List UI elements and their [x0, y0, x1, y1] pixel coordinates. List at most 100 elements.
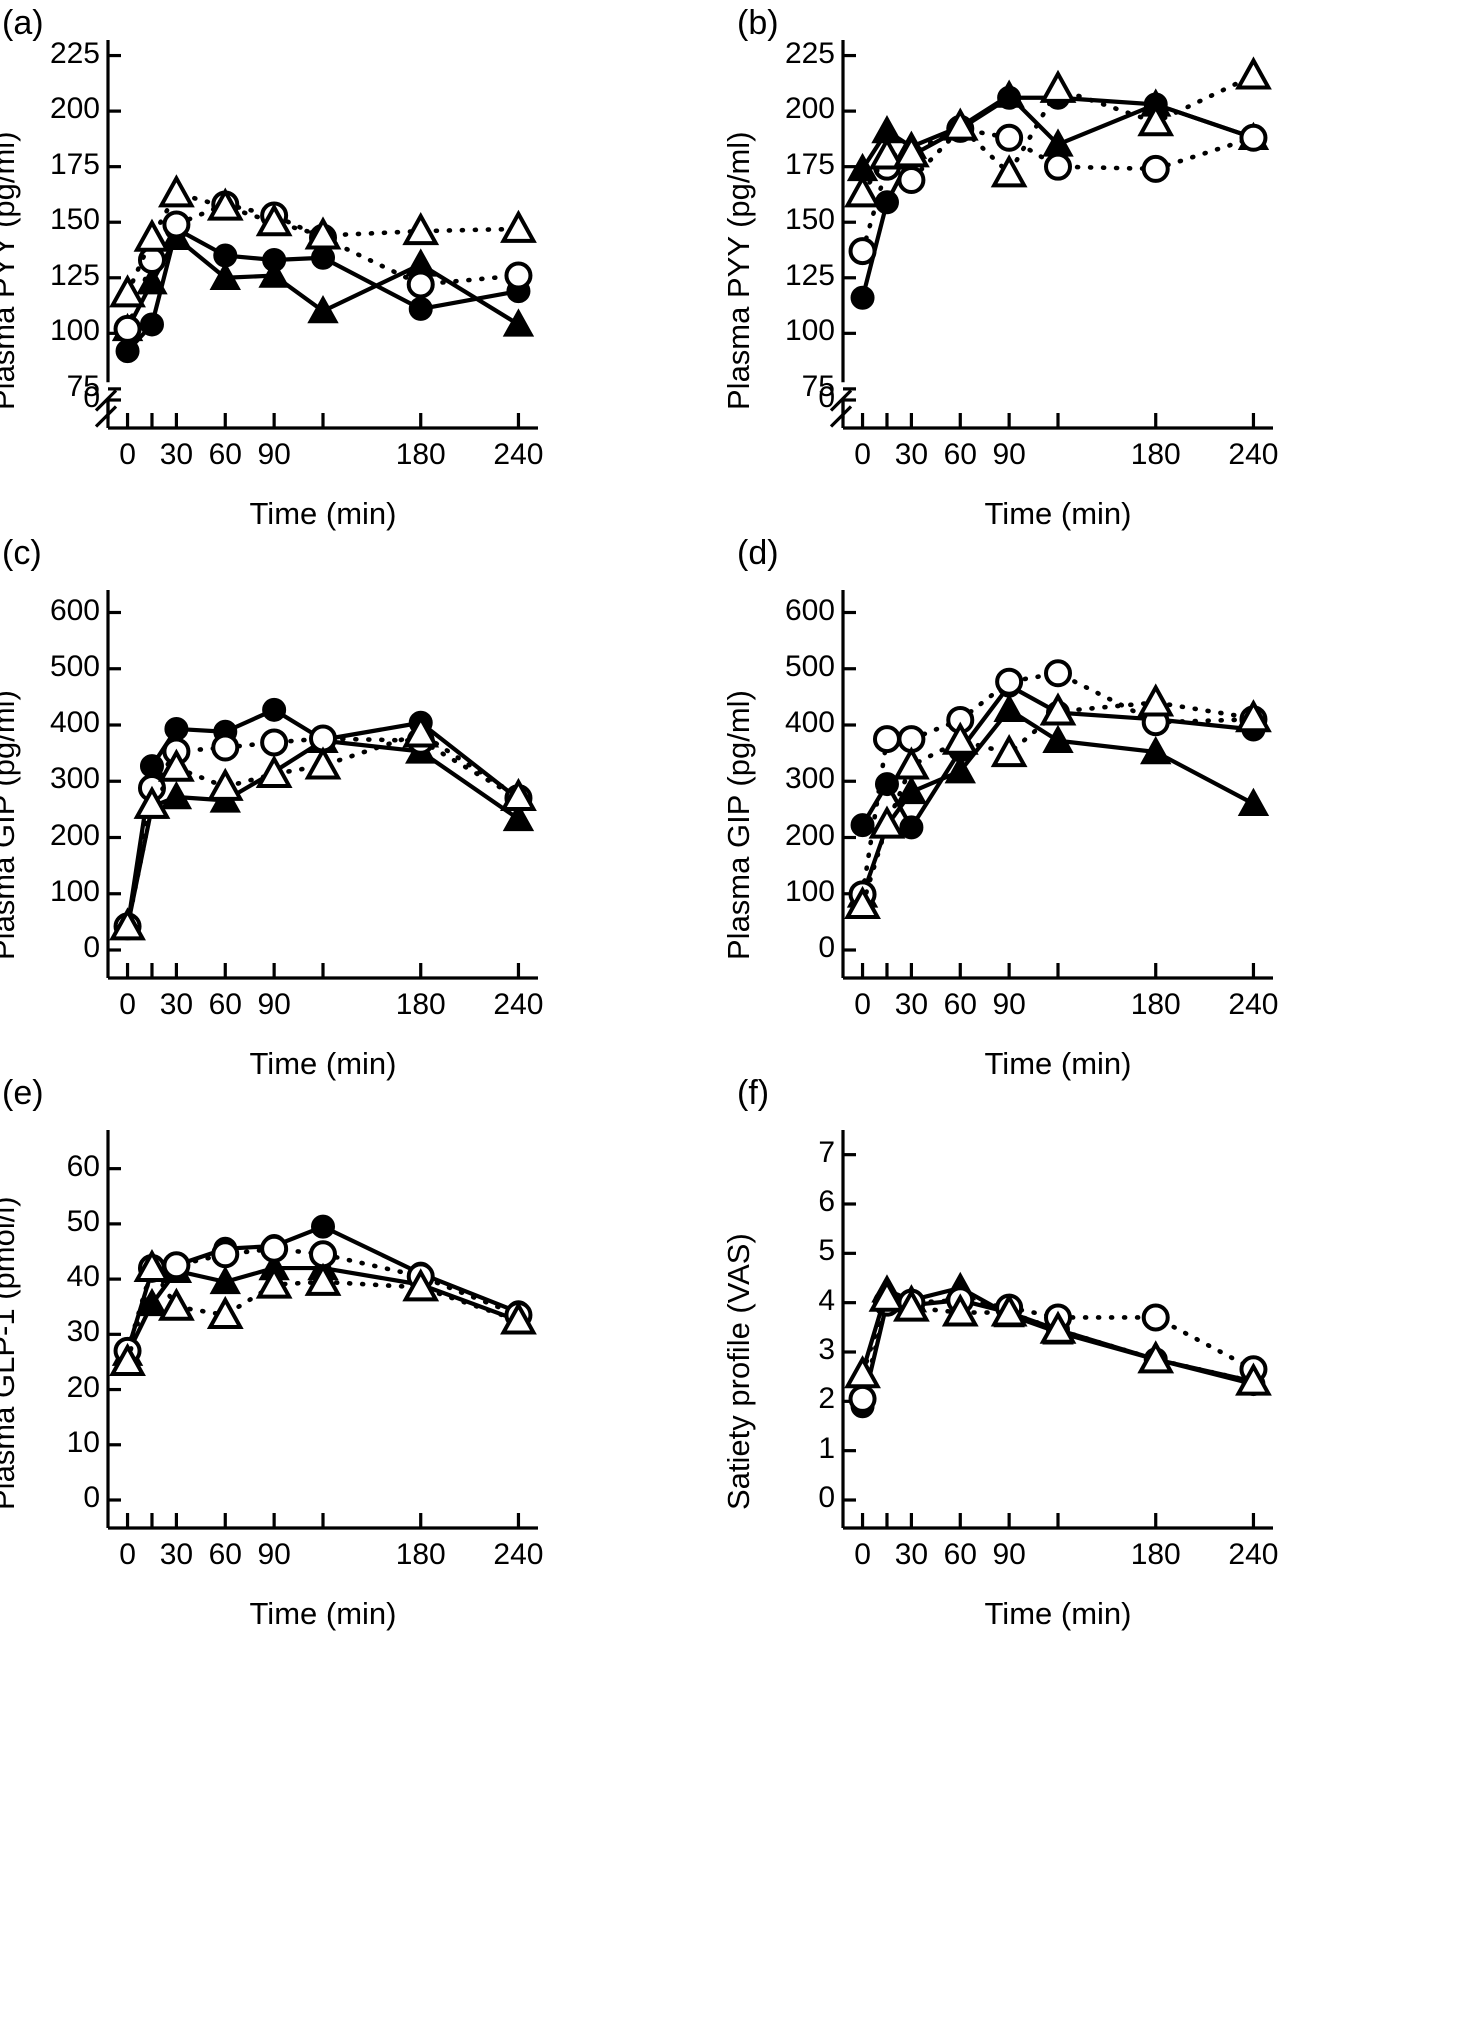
x-axis-tick-label: 240	[1228, 438, 1279, 471]
data-point-marker-filled-circle	[899, 815, 924, 840]
data-point-marker-open-triangle	[1039, 69, 1077, 103]
y-axis-tick-label: 7	[818, 1135, 835, 1169]
x-axis-tick-label: 180	[1130, 988, 1181, 1021]
plot-area	[106, 1130, 538, 1530]
plot-area	[106, 590, 538, 980]
y-axis-tick-label: 3	[818, 1333, 835, 1366]
x-axis-tick-label: 30	[159, 1538, 194, 1571]
y-axis-tick-label: 100	[49, 874, 100, 908]
data-point-marker-open-triangle	[844, 885, 881, 919]
x-axis-tick-label: 240	[493, 988, 544, 1021]
y-axis-tick-label: 400	[49, 706, 100, 739]
x-axis-tick-label: 90	[992, 988, 1026, 1021]
y-axis-tick-label: 0	[83, 931, 100, 964]
x-axis-label: Time (min)	[984, 1596, 1132, 1631]
data-point-marker-filled-triangle	[993, 79, 1025, 108]
chart-panel-c: (c) 0 100 200 300 400 500 600 0 30 60 90 180 240 Plasm…	[0, 530, 735, 1081]
data-point-marker-open-triangle	[990, 734, 1028, 768]
series-filled-circle-solid	[115, 216, 531, 364]
chart-panel-d: (d) 0 100 200 300 400 500 600 0 30 60 90 180 240 Plasm…	[721, 530, 1470, 1081]
x-axis-tick-label: 30	[894, 1538, 929, 1571]
y-axis-label: Plasma GIP (pg/ml)	[721, 690, 756, 960]
data-point-marker-filled-triangle	[1042, 724, 1074, 753]
data-point-marker-open-circle	[162, 1251, 191, 1280]
data-point-marker-open-triangle	[402, 1268, 440, 1302]
data-point-marker-open-triangle	[255, 1265, 293, 1299]
data-point-marker-open-triangle	[402, 211, 440, 246]
x-axis-label: Time (min)	[249, 1596, 397, 1631]
y-axis-tick-label: 125	[784, 258, 835, 292]
y-axis-tick-label: 0	[818, 1481, 835, 1514]
data-point-marker-filled-circle	[139, 312, 164, 337]
data-point-marker-filled-triangle	[307, 295, 339, 324]
y-axis-tick-label: 175	[49, 147, 100, 181]
x-axis-tick-label: 0	[119, 1538, 136, 1571]
y-axis-tick-label: 5	[818, 1234, 835, 1268]
data-point-marker-open-circle	[260, 728, 289, 757]
y-axis-tick-label: 0	[83, 381, 100, 414]
data-point-marker-filled-circle	[311, 1214, 335, 1239]
data-point-marker-filled-triangle	[944, 755, 976, 784]
panel-letter: (c)	[2, 534, 42, 572]
data-point-marker-open-circle	[211, 733, 240, 762]
plot-area	[841, 590, 1273, 980]
data-point-marker-open-triangle	[158, 748, 195, 782]
data-point-marker-filled-circle	[164, 716, 189, 741]
x-axis-tick-label: 180	[1130, 438, 1181, 471]
x-axis-tick-label: 0	[854, 1538, 871, 1571]
y-axis-label: Plasma GLP-1 (pmol/l)	[0, 1196, 21, 1510]
data-point-marker-filled-triangle	[209, 261, 241, 290]
data-point-marker-open-circle	[211, 1240, 240, 1269]
x-axis-tick-label: 180	[1130, 1538, 1181, 1571]
data-point-marker-open-circle	[504, 261, 533, 290]
data-point-marker-open-triangle	[109, 274, 146, 308]
data-point-marker-open-triangle	[304, 1262, 342, 1296]
data-point-marker-open-triangle	[500, 1301, 537, 1335]
data-point-marker-open-triangle	[868, 1278, 906, 1312]
data-point-marker-filled-triangle	[895, 775, 928, 805]
data-point-marker-open-triangle	[304, 216, 342, 250]
data-point-marker-open-triangle	[255, 203, 293, 237]
x-axis-tick-label: 30	[159, 438, 194, 471]
chart-panel-b: (b) 0 75 100 125 150 175 200 225 0 30 60 90 180 240 Pla…	[721, 0, 1470, 531]
data-point-marker-open-circle	[113, 314, 142, 343]
y-axis-label: Plasma PYY (pg/ml)	[0, 131, 21, 410]
data-point-marker-open-triangle	[893, 746, 930, 780]
data-point-marker-open-circle	[1044, 152, 1072, 181]
data-point-marker-open-triangle	[844, 174, 881, 208]
data-point-marker-open-triangle	[158, 174, 195, 208]
y-axis-label: Satiety profile (VAS)	[721, 1233, 756, 1510]
data-point-marker-open-circle	[848, 237, 877, 266]
y-axis-tick-label: 150	[784, 203, 835, 237]
y-axis-tick-label: 200	[784, 92, 835, 126]
data-point-marker-open-triangle	[304, 746, 342, 780]
y-axis-tick-label: 500	[49, 649, 100, 683]
data-point-marker-open-triangle	[109, 907, 146, 941]
data-point-marker-open-triangle	[206, 187, 244, 221]
y-axis-tick-label: 60	[66, 1149, 100, 1183]
x-axis-tick-label: 30	[894, 988, 929, 1021]
data-point-marker-open-triangle	[402, 714, 440, 748]
data-point-marker-open-triangle	[844, 1355, 881, 1389]
y-axis-tick-label: 175	[784, 147, 835, 181]
data-point-marker-open-triangle	[1235, 699, 1272, 733]
y-axis-tick-label: 100	[784, 314, 835, 348]
y-axis-tick-label: 150	[49, 203, 100, 237]
series-open-triangle-dotted	[109, 1248, 537, 1376]
y-axis-tick-label: 200	[784, 818, 835, 852]
x-axis-tick-label: 60	[208, 1538, 242, 1571]
data-point-marker-open-circle	[848, 1384, 877, 1413]
data-point-marker-open-circle	[406, 270, 435, 299]
x-axis-label: Time (min)	[984, 1046, 1132, 1081]
data-point-marker-filled-circle	[262, 697, 287, 722]
series-open-triangle-dotted	[844, 1278, 1272, 1396]
y-axis-tick-label: 600	[49, 593, 100, 627]
y-axis-tick-label: 400	[784, 706, 835, 739]
panel-letter: (a)	[2, 4, 44, 42]
y-axis-tick-label: 30	[66, 1315, 100, 1349]
data-point-marker-open-triangle	[1235, 56, 1272, 90]
data-point-marker-open-triangle	[1137, 1340, 1175, 1374]
x-axis-tick-label: 240	[493, 1538, 544, 1571]
x-axis-tick-label: 30	[159, 988, 194, 1021]
